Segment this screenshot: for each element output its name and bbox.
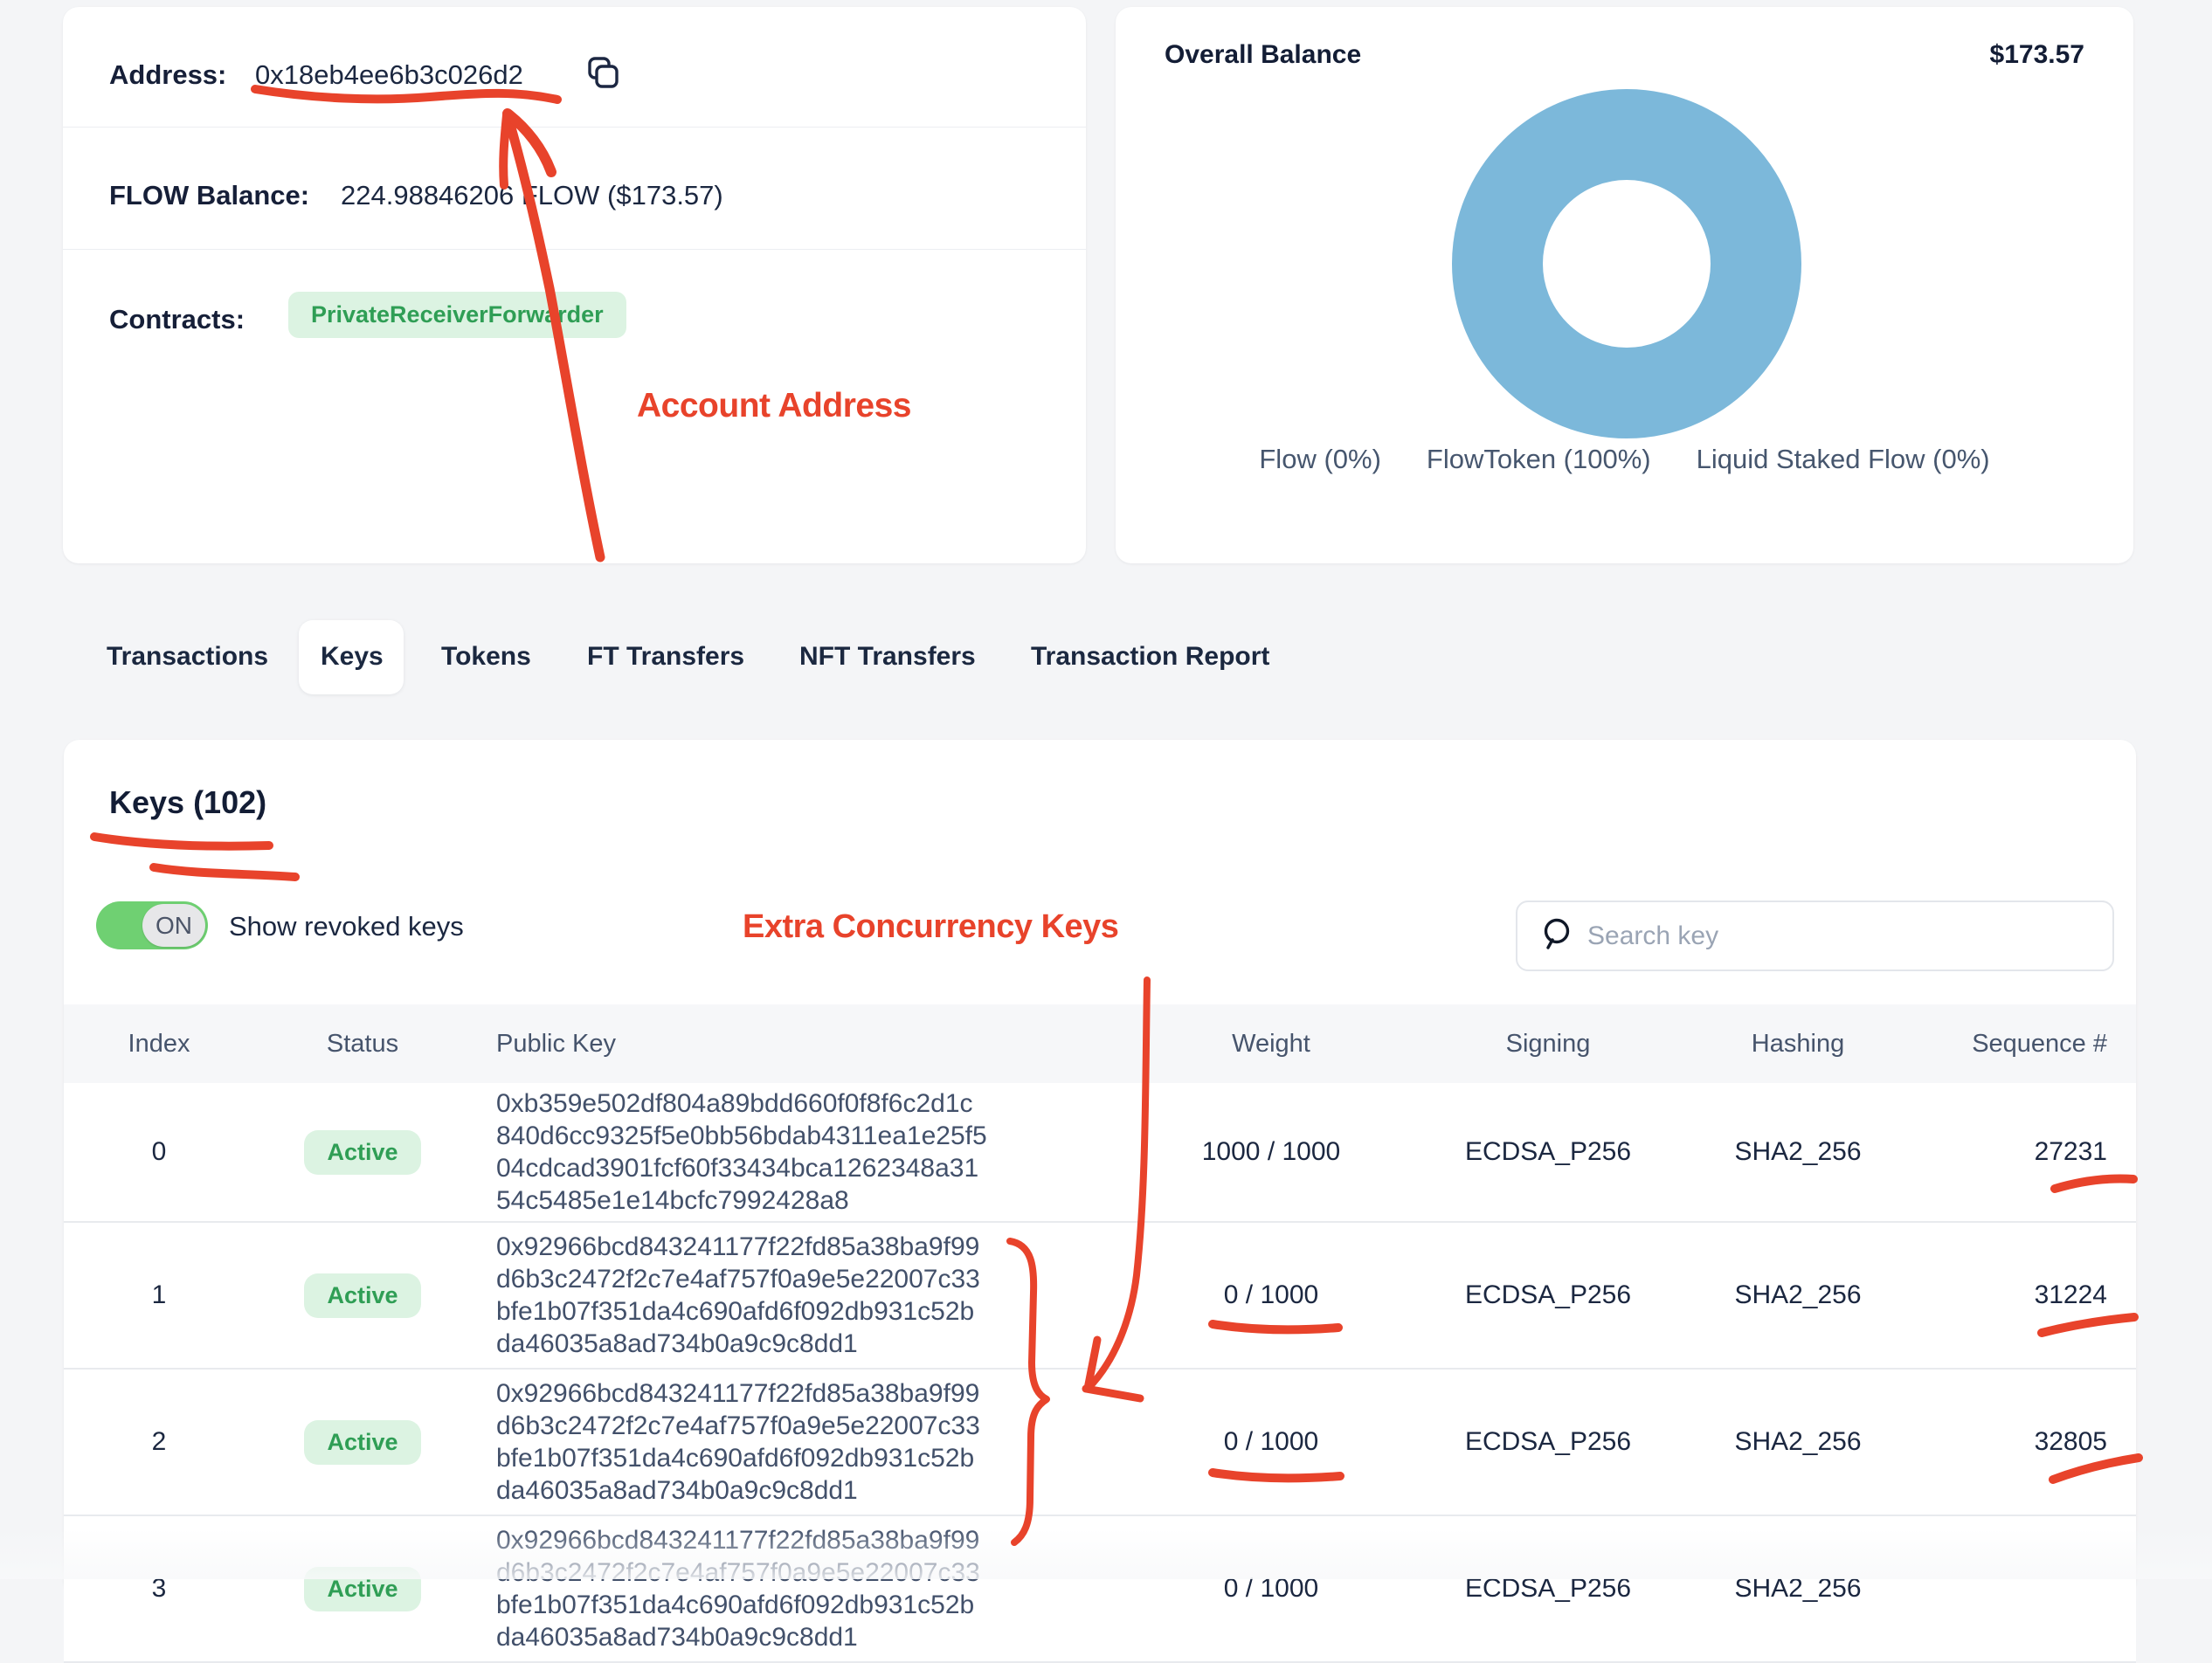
- key-index: 1: [151, 1280, 167, 1309]
- status-badge: Active: [293, 1223, 432, 1368]
- overall-balance-title: Overall Balance: [1165, 40, 1362, 69]
- show-revoked-keys-label: Show revoked keys: [229, 911, 464, 942]
- col-sequence: Sequence #: [1972, 1029, 2107, 1058]
- key-signing: ECDSA_P256: [1464, 1137, 1632, 1166]
- table-row[interactable]: 3 Active 0x92966bcd843241177f22fd85a38ba…: [64, 1516, 2136, 1663]
- col-public-key: Public Key: [496, 1029, 617, 1058]
- divider: [63, 249, 1086, 250]
- col-index: Index: [128, 1029, 190, 1058]
- donut-segment-flowtoken: [1452, 89, 1801, 438]
- active-tab-pill: [299, 620, 404, 694]
- col-status: Status: [326, 1029, 399, 1058]
- tab-transaction-report[interactable]: Transaction Report: [1031, 642, 1270, 671]
- tab-transactions[interactable]: Transactions: [107, 642, 269, 671]
- key-index: 0: [151, 1137, 167, 1166]
- status-badge: Active: [293, 1083, 432, 1221]
- key-index: 3: [151, 1574, 167, 1603]
- public-key: 0x92966bcd843241177f22fd85a38ba9f99 d6b3…: [496, 1379, 980, 1505]
- balance-donut-chart: [1452, 89, 1801, 438]
- col-signing: Signing: [1505, 1029, 1591, 1058]
- key-sequence: 27231: [2034, 1137, 2107, 1166]
- flow-balance-label: FLOW Balance:: [109, 180, 310, 210]
- tab-keys[interactable]: Keys: [321, 642, 384, 671]
- legend-item-liquid-staked-flow: Liquid Staked Flow (0%): [1696, 444, 1990, 474]
- key-hashing: SHA2_256: [1734, 1280, 1862, 1309]
- address-label: Address:: [109, 59, 227, 90]
- key-signing: ECDSA_P256: [1464, 1280, 1632, 1309]
- legend-item-flowtoken: FlowToken (100%): [1426, 444, 1651, 474]
- account-summary-card: Address: 0x18eb4ee6b3c026d2 FLOW Balance…: [63, 7, 1086, 563]
- tab-nft-transfers[interactable]: NFT Transfers: [799, 642, 976, 671]
- key-weight: 0 / 1000: [1223, 1427, 1319, 1456]
- key-hashing: SHA2_256: [1734, 1427, 1862, 1456]
- overall-balance-card: Overall Balance $173.57 Flow (0%) FlowTo…: [1116, 7, 2133, 563]
- table-row[interactable]: 2 Active 0x92966bcd843241177f22fd85a38ba…: [64, 1370, 2136, 1516]
- key-weight: 0 / 1000: [1223, 1574, 1319, 1603]
- key-weight: 1000 / 1000: [1201, 1137, 1341, 1166]
- contract-badge[interactable]: PrivateReceiverForwarder: [288, 292, 626, 338]
- flow-balance-value: 224.98846206 FLOW ($173.57): [341, 180, 723, 210]
- key-signing: ECDSA_P256: [1464, 1427, 1632, 1456]
- donut-legend: Flow (0%) FlowToken (100%) Liquid Staked…: [1116, 444, 2133, 475]
- status-badge: Active: [293, 1516, 432, 1661]
- key-sequence: 31224: [2034, 1280, 2107, 1309]
- key-index: 2: [151, 1427, 167, 1456]
- col-weight: Weight: [1232, 1029, 1310, 1058]
- table-row[interactable]: 1 Active 0x92966bcd843241177f22fd85a38ba…: [64, 1223, 2136, 1370]
- tab-ft-transfers[interactable]: FT Transfers: [587, 642, 745, 671]
- key-hashing: SHA2_256: [1734, 1137, 1862, 1166]
- table-row[interactable]: 0 Active 0xb359e502df804a89bdd660f0f8f6c…: [64, 1083, 2136, 1223]
- key-hashing: SHA2_256: [1734, 1574, 1862, 1603]
- search-icon: [1540, 915, 1575, 956]
- public-key: 0x92966bcd843241177f22fd85a38ba9f99 d6b3…: [496, 1232, 980, 1358]
- toggle-knob[interactable]: ON: [142, 904, 205, 947]
- key-weight: 0 / 1000: [1223, 1280, 1319, 1309]
- public-key: 0x92966bcd843241177f22fd85a38ba9f99 d6b3…: [496, 1526, 980, 1652]
- key-search-box[interactable]: [1516, 901, 2114, 971]
- public-key: 0xb359e502df804a89bdd660f0f8f6c2d1c 840d…: [496, 1089, 987, 1215]
- contracts-label: Contracts:: [109, 304, 245, 335]
- show-revoked-keys-toggle[interactable]: ON: [96, 901, 208, 949]
- address-value: 0x18eb4ee6b3c026d2: [255, 59, 523, 90]
- overall-balance-amount: $173.57: [1989, 40, 2084, 69]
- keys-section-title: Keys (102): [109, 784, 267, 820]
- legend-item-flow: Flow (0%): [1259, 444, 1381, 474]
- col-hashing: Hashing: [1751, 1029, 1845, 1058]
- key-signing: ECDSA_P256: [1464, 1574, 1632, 1603]
- key-sequence: 32805: [2034, 1427, 2107, 1456]
- search-input[interactable]: [1587, 921, 2112, 951]
- divider: [63, 127, 1086, 128]
- keys-table-header: Index Status Public Key Weight Signing H…: [64, 1004, 2136, 1083]
- status-badge: Active: [293, 1370, 432, 1515]
- copy-address-icon[interactable]: [584, 54, 622, 93]
- tab-tokens[interactable]: Tokens: [441, 642, 531, 671]
- key-sequence: [1889, 1516, 2107, 1661]
